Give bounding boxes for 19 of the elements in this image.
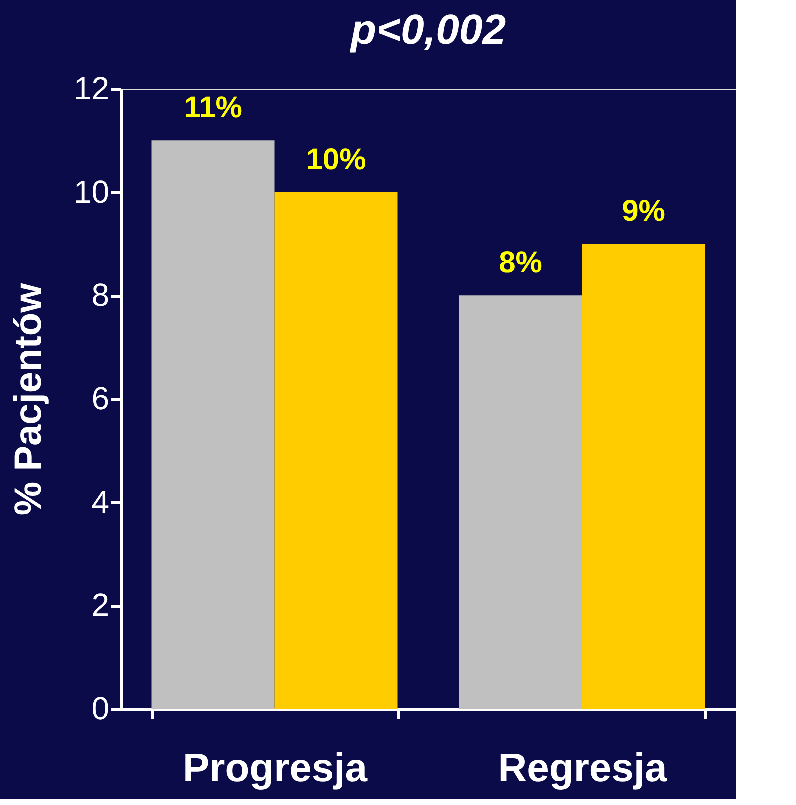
bar [152, 140, 275, 709]
data-label: 11% [184, 92, 242, 125]
y-tick-label: 6 [92, 380, 110, 416]
y-tick-label: 10 [74, 174, 110, 210]
chart-title: p<0,002 [350, 6, 506, 53]
bar [459, 296, 582, 709]
bar [582, 244, 706, 709]
y-axis-title: % Pacjentów [8, 282, 50, 516]
y-tick-label: 0 [92, 690, 110, 726]
x-tick-label: Regresja [498, 746, 668, 790]
data-label: 8% [499, 246, 542, 280]
bar [274, 192, 398, 709]
y-tick-label: 2 [92, 587, 110, 624]
y-tick-label: 4 [92, 484, 110, 520]
y-tick-label: 8 [92, 277, 110, 314]
data-label: 10% [306, 143, 366, 176]
y-tick-label: 12 [74, 70, 110, 106]
x-tick-label: Progresja [182, 746, 368, 790]
data-label: 9% [622, 195, 666, 228]
